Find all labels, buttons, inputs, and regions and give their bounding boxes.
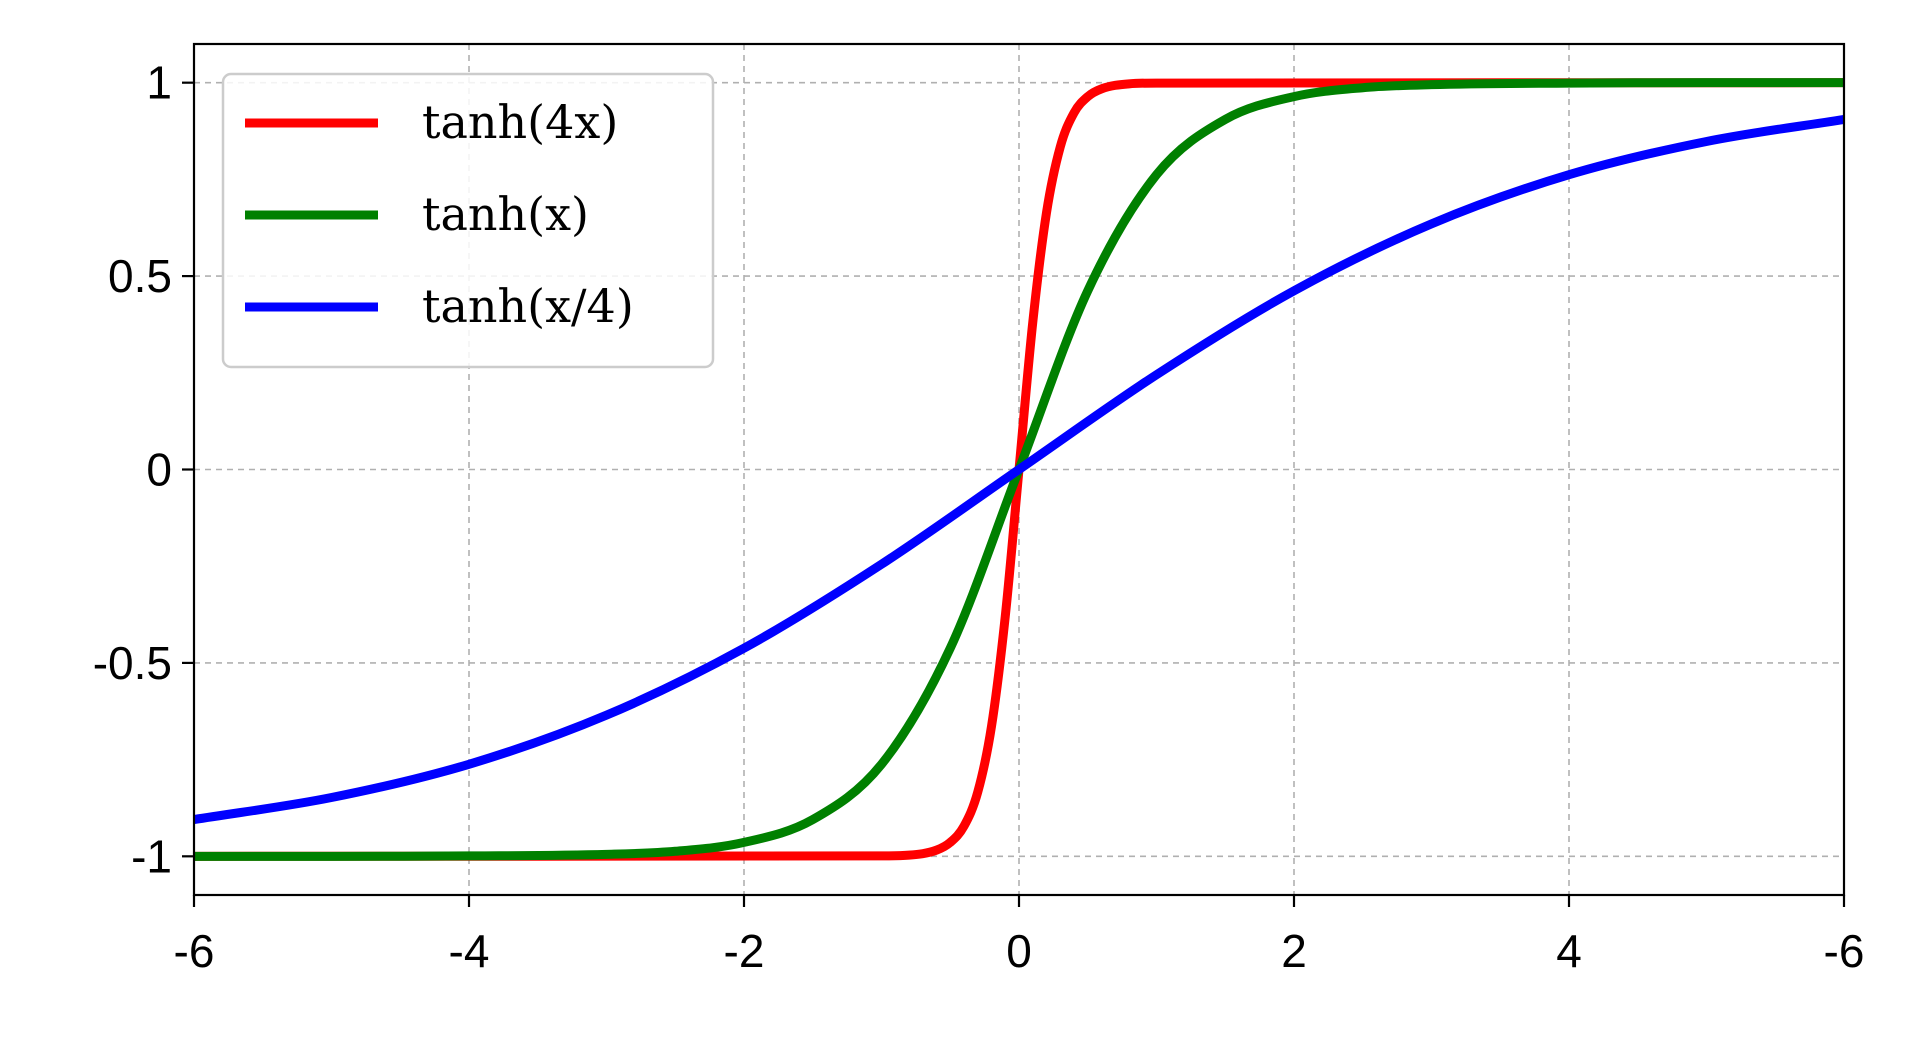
y-tick-label: 0.5 xyxy=(108,250,172,302)
y-tick-label: 1 xyxy=(146,57,172,109)
x-tick-label: 0 xyxy=(1006,925,1032,977)
axis-ticks: -6 -4 -2 0 2 4 -6 1 0.5 0 -0.5 -1 xyxy=(93,57,1865,977)
y-tick-label: -0.5 xyxy=(93,637,172,689)
legend-label-2: tanh(x/4) xyxy=(422,279,634,333)
x-tick-label: -6 xyxy=(1824,925,1865,977)
y-tick-label: 0 xyxy=(146,444,172,496)
x-tick-label: 4 xyxy=(1556,925,1582,977)
y-tick-label: -1 xyxy=(131,830,172,882)
series-line-2 xyxy=(193,114,1845,825)
x-tick-label: -4 xyxy=(449,925,490,977)
x-tick-label: -6 xyxy=(174,925,215,977)
legend: tanh(4x) tanh(x) tanh(x/4) xyxy=(221,72,715,369)
legend-label-1: tanh(x) xyxy=(422,187,589,241)
legend-box xyxy=(221,72,715,369)
legend-label-0: tanh(4x) xyxy=(422,95,618,149)
x-tick-label: -2 xyxy=(724,925,765,977)
plot-series xyxy=(193,78,1845,861)
x-tick-label: 2 xyxy=(1281,925,1307,977)
